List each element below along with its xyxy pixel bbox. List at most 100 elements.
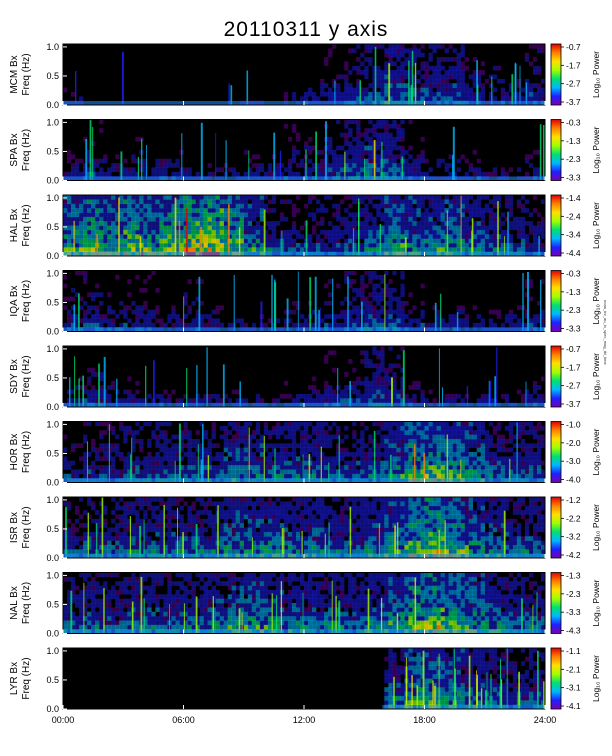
spectral-cell [255, 465, 261, 470]
spectral-cell [452, 96, 457, 101]
spectral-cell [504, 398, 510, 403]
spectral-cell [384, 292, 389, 297]
spectral-cell [440, 96, 445, 101]
spectral-cell [392, 208, 397, 213]
spectral-cell [360, 132, 365, 138]
spectral-cell [179, 447, 184, 453]
spectral-cell [384, 212, 389, 218]
spectral-cell [348, 83, 353, 88]
spectral-cell [380, 309, 385, 315]
spectral-cell [123, 216, 128, 222]
spectral-cell [79, 171, 84, 177]
spectral-cell [352, 195, 357, 200]
spectral-cell [87, 216, 92, 222]
spectral-cell [384, 438, 389, 444]
spectral-cell [356, 150, 361, 155]
spectral-cell [296, 393, 301, 399]
spectral-cell [376, 314, 381, 319]
spectral-cell [368, 380, 373, 386]
spectral-cell [392, 389, 397, 395]
spectral-cell [368, 270, 373, 276]
spectral-cell [364, 283, 369, 289]
spectral-cell [388, 452, 393, 457]
spectral-cell [384, 158, 389, 164]
spectral-cell [488, 212, 494, 218]
spectral-cell [267, 242, 273, 248]
spectral-cell [320, 465, 325, 470]
spectral-cell [151, 247, 156, 252]
spectral-cell [440, 425, 445, 431]
spectral-cell [424, 238, 429, 244]
spectral-cell [372, 350, 377, 356]
spectral-cell [448, 318, 453, 324]
spectral-cell [488, 247, 494, 252]
spectral-cell [452, 199, 457, 205]
spectral-cell [368, 145, 373, 151]
spectral-cell [263, 171, 269, 177]
spectral-cell [119, 225, 124, 231]
spectral-cell [420, 447, 425, 453]
spectral-cell [199, 216, 204, 222]
spectral-cell [287, 167, 293, 173]
spectral-cell [211, 434, 216, 440]
spectral-cell [332, 234, 337, 239]
spectral-cell [412, 247, 417, 252]
spectral-cell [243, 443, 249, 448]
spectral-cell [119, 216, 124, 222]
spectral-cell [291, 128, 297, 133]
spectral-cell [203, 212, 208, 218]
spectral-cell [408, 208, 413, 213]
spectral-cell [384, 465, 389, 470]
spectral-cell [231, 443, 236, 448]
spectral-cell [191, 216, 196, 222]
spectral-cell [203, 452, 208, 457]
spectral-cell [533, 322, 538, 328]
spectral-cell [247, 208, 253, 213]
spectral-cell [392, 87, 397, 93]
spectral-cell [344, 65, 349, 71]
spectral-cell [400, 346, 405, 351]
spectral-cell [316, 389, 321, 395]
spectral-cell [167, 242, 172, 248]
spectral-cell [279, 465, 285, 470]
spectral-cell [324, 301, 329, 306]
spectral-cell [336, 238, 341, 244]
spectral-cell [223, 473, 228, 479]
spectral-cell [71, 296, 76, 302]
spectral-cell [308, 199, 313, 205]
spectral-cell [520, 203, 526, 209]
spectral-cell [171, 473, 176, 479]
spectral-cell [420, 473, 425, 479]
colorbar-tick-label: -3.7 [566, 97, 581, 107]
spectral-cell [440, 216, 445, 222]
spectral-cell [271, 430, 277, 435]
spectral-cell [211, 229, 216, 235]
spectral-cell [460, 322, 465, 328]
spectral-cell [123, 158, 128, 164]
spectral-cell [448, 393, 453, 399]
spectral-cell [267, 473, 273, 479]
spectral-cell [143, 199, 148, 205]
spectral-cell [432, 469, 437, 475]
spectral-cell [484, 247, 490, 252]
spectral-cell [420, 234, 425, 239]
spectral-cell [516, 465, 522, 470]
spectral-cell [533, 65, 538, 71]
spectral-cell [235, 318, 240, 324]
spectral-cell [195, 443, 200, 448]
spectral-cell [396, 199, 401, 205]
spectral-cell [147, 465, 152, 470]
spectral-cell [231, 465, 236, 470]
spectral-cell [328, 473, 333, 479]
spectral-cell [368, 359, 373, 364]
spectral-cell [396, 452, 401, 457]
spectral-cell [420, 247, 425, 252]
spectral-cell [324, 322, 329, 328]
spectral-cell [328, 301, 333, 306]
spectral-cell [255, 221, 261, 226]
spectral-cell [412, 74, 417, 80]
spectral-cell [167, 314, 172, 319]
spectral-cell [83, 195, 88, 200]
spectral-cell [404, 87, 409, 93]
